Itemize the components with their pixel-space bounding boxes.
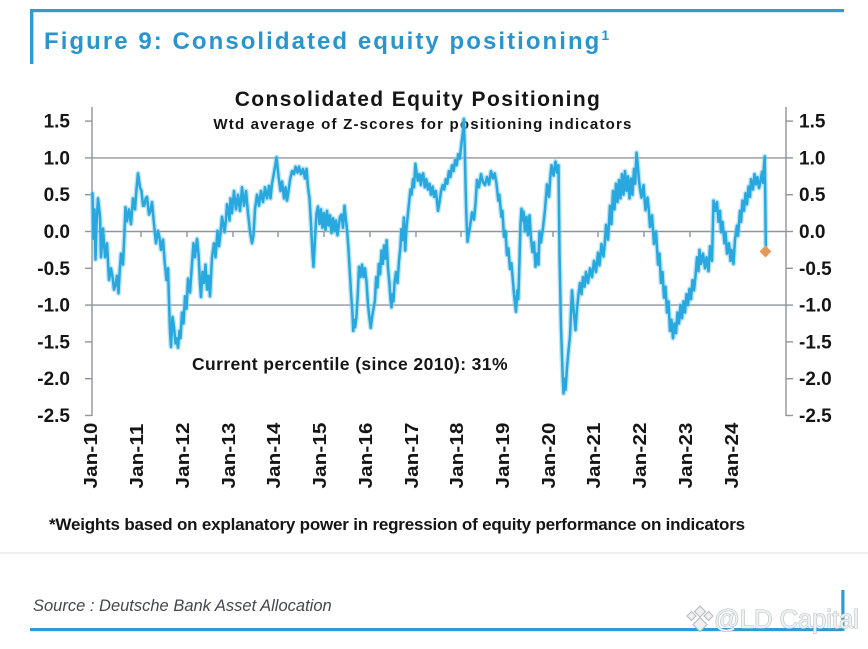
svg-text:-2.0: -2.0 [799, 369, 832, 390]
svg-text:Jan-24: Jan-24 [722, 422, 743, 488]
svg-text:Wtd average of Z-scores for po: Wtd average of Z-scores for positioning … [213, 116, 632, 133]
svg-text:Jan-15: Jan-15 [310, 422, 331, 488]
svg-text:0.5: 0.5 [44, 185, 71, 206]
svg-text:-0.5: -0.5 [799, 259, 832, 280]
svg-text:1.5: 1.5 [44, 112, 71, 133]
svg-text:0.0: 0.0 [44, 222, 70, 243]
svg-text:Consolidated Equity Positionin: Consolidated Equity Positioning [235, 88, 602, 111]
svg-text:Jan-17: Jan-17 [402, 422, 423, 488]
svg-text:Jan-19: Jan-19 [493, 422, 514, 488]
svg-text:Jan-13: Jan-13 [219, 422, 240, 488]
svg-text:Jan-20: Jan-20 [539, 422, 560, 488]
svg-text:Figure 9: Consolidated equity: Figure 9: Consolidated equity positionin… [44, 27, 609, 55]
svg-text:Jan-11: Jan-11 [127, 423, 148, 488]
svg-text:Jan-16: Jan-16 [356, 422, 377, 488]
svg-text:0.0: 0.0 [799, 222, 825, 243]
svg-text:-2.0: -2.0 [37, 369, 70, 390]
svg-text:-1.5: -1.5 [799, 332, 832, 353]
svg-text:-2.5: -2.5 [799, 406, 832, 427]
svg-text:Source : Deutsche Bank Asset A: Source : Deutsche Bank Asset Allocation [33, 597, 332, 615]
svg-text:Jan-14: Jan-14 [264, 422, 285, 488]
svg-text:Jan-10: Jan-10 [81, 422, 102, 488]
svg-text:Jan-21: Jan-21 [584, 422, 605, 488]
svg-text:@LD Capital: @LD Capital [714, 606, 859, 634]
svg-text:-1.5: -1.5 [37, 332, 70, 353]
svg-text:Jan-23: Jan-23 [676, 422, 697, 488]
svg-text:1.5: 1.5 [799, 112, 826, 133]
svg-text:Jan-18: Jan-18 [447, 422, 468, 488]
svg-text:-0.5: -0.5 [37, 259, 70, 280]
svg-text:Jan-12: Jan-12 [173, 422, 194, 488]
svg-text:0.5: 0.5 [799, 185, 826, 206]
svg-text:*Weights based on explanatory: *Weights based on explanatory power in r… [49, 515, 745, 534]
svg-text:-1.0: -1.0 [37, 296, 70, 317]
svg-text:-2.5: -2.5 [37, 406, 70, 427]
svg-text:1.0: 1.0 [44, 148, 70, 169]
svg-text:Current percentile (since 2010: Current percentile (since 2010): 31% [192, 354, 508, 374]
svg-text:1.0: 1.0 [799, 148, 825, 169]
svg-text:Jan-22: Jan-22 [630, 422, 651, 488]
svg-text:-1.0: -1.0 [799, 296, 832, 317]
